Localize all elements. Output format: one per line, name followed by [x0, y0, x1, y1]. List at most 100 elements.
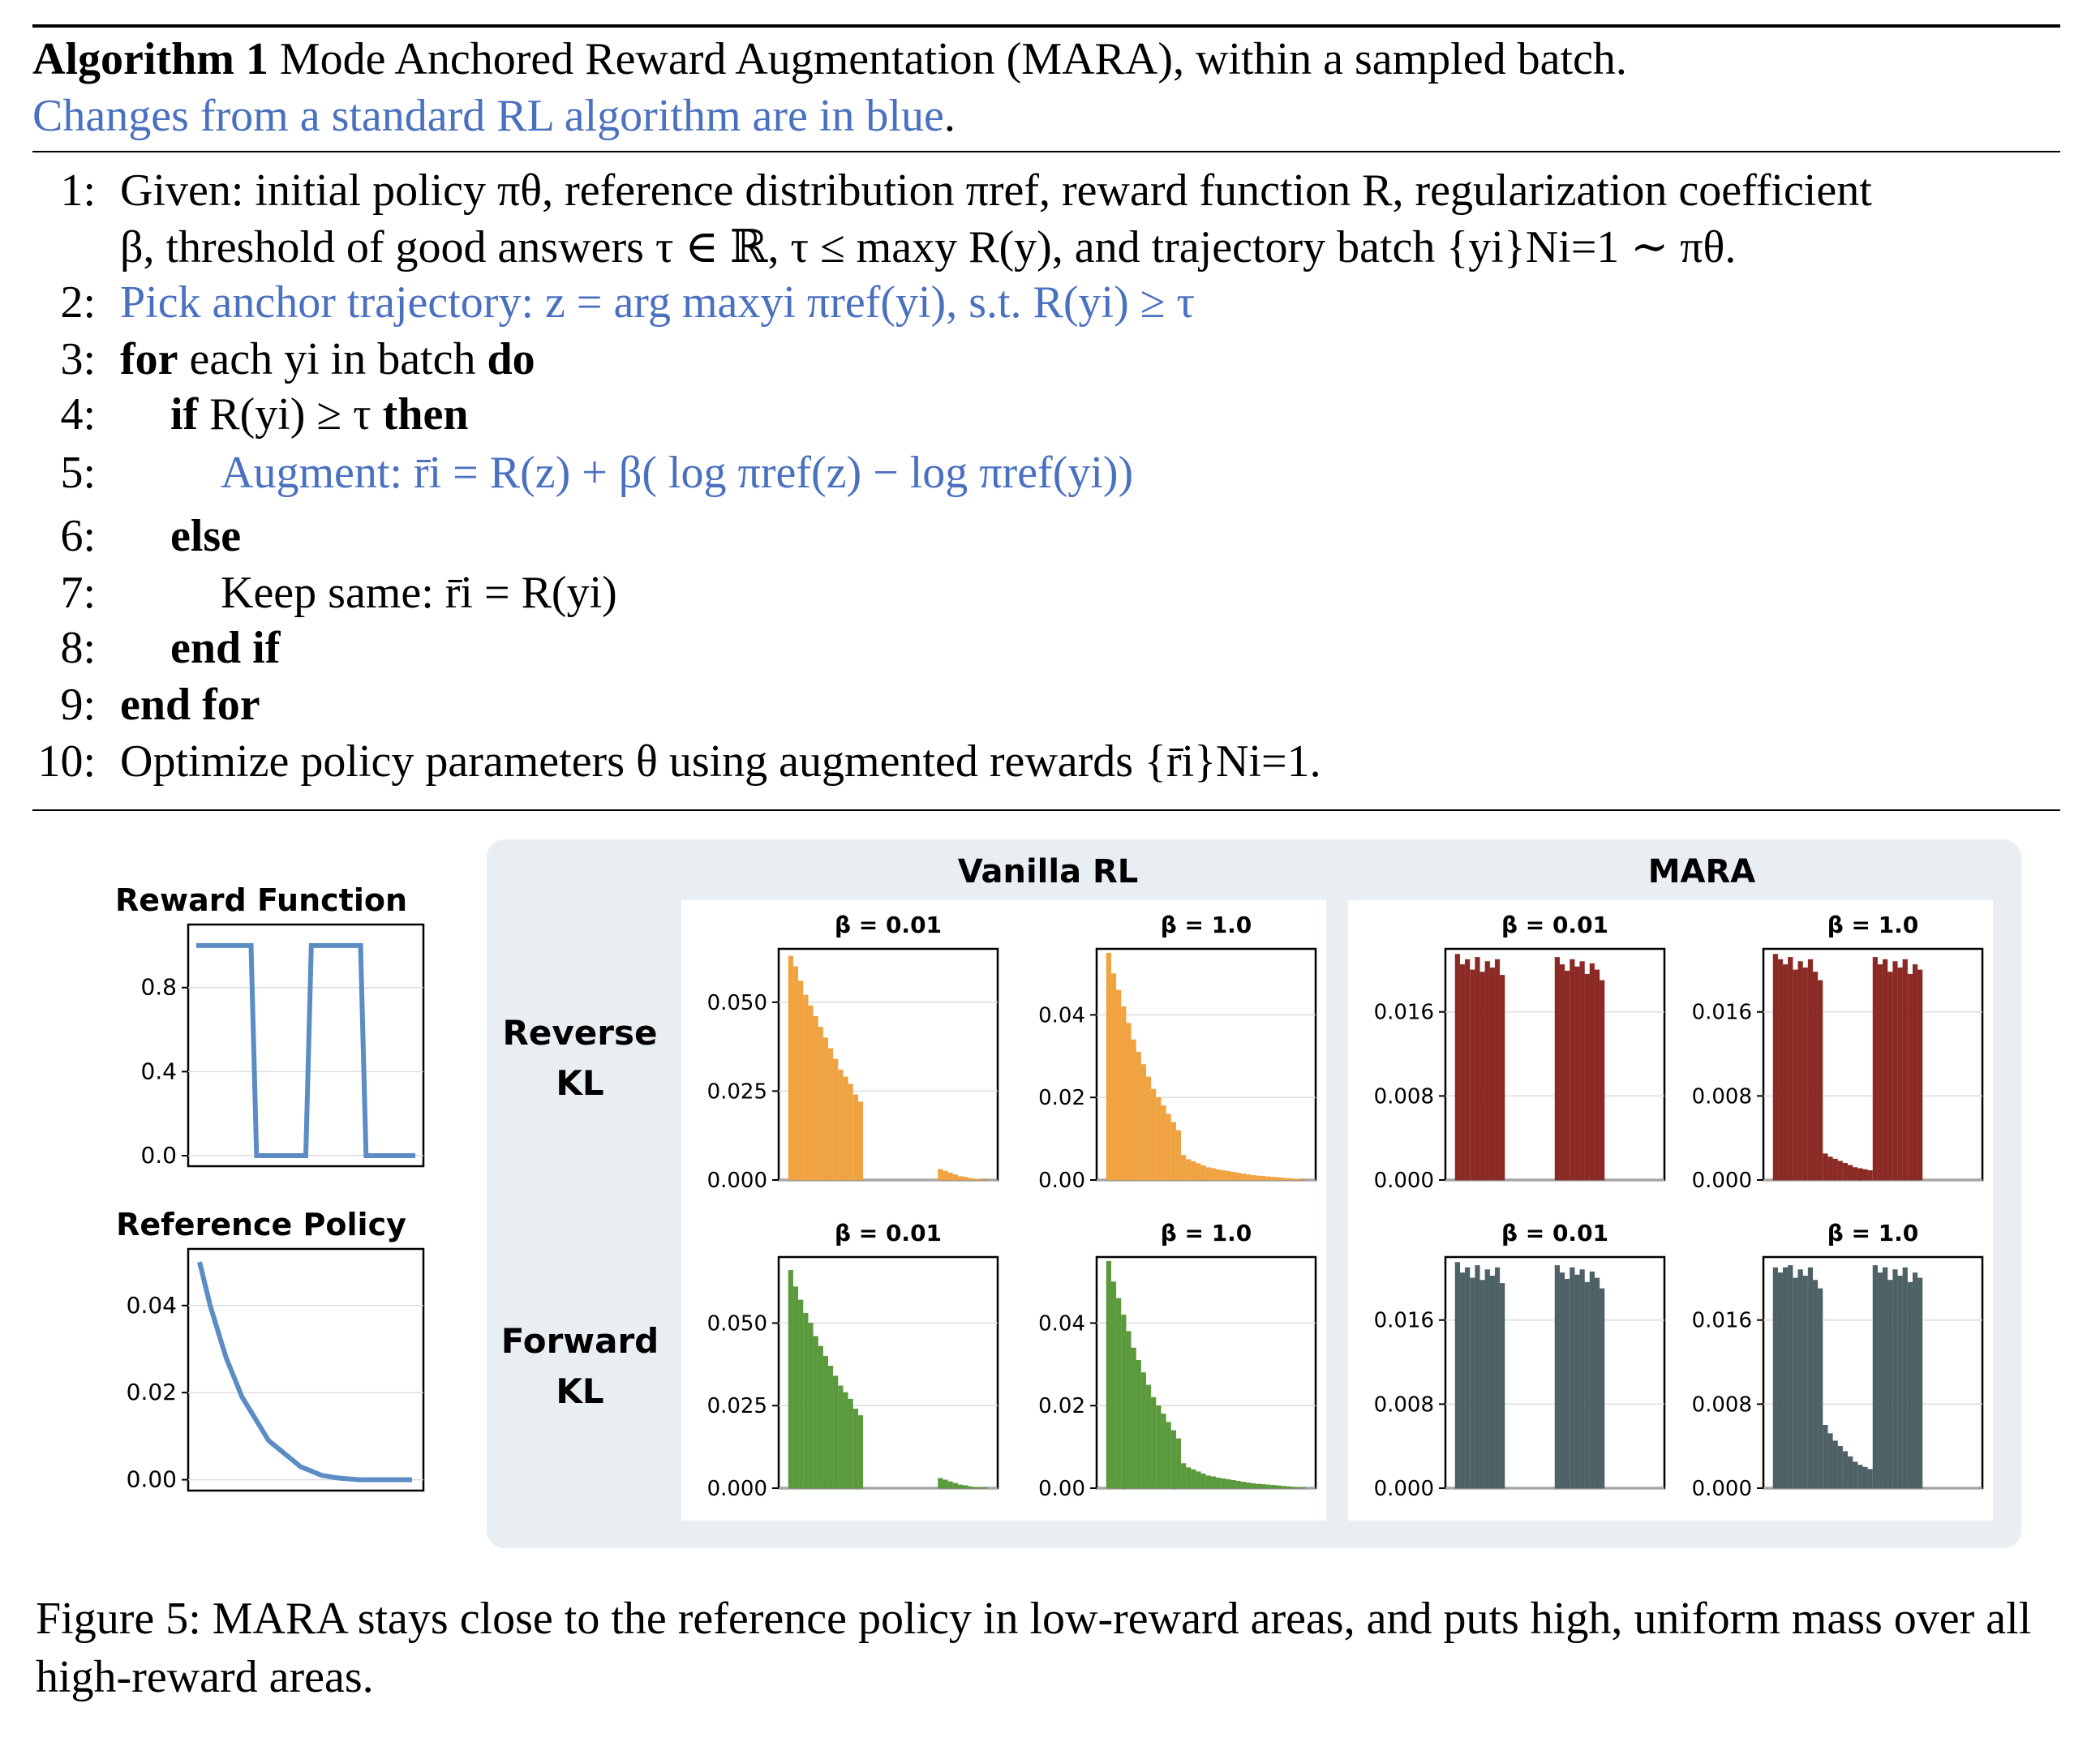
histogram-bar [1175, 1438, 1182, 1489]
y-tick-label: 0.000 [1692, 1477, 1752, 1501]
histogram-bar [808, 1323, 814, 1489]
histogram-bar [1559, 1272, 1565, 1489]
histogram-bar [1872, 957, 1878, 1181]
histogram-bar [943, 1479, 948, 1489]
histogram-bar [1887, 1280, 1893, 1489]
histogram-bar [1589, 963, 1595, 1181]
y-tick-label: 0.02 [1038, 1086, 1085, 1110]
y-tick-label: 0.04 [127, 1292, 177, 1319]
header-rule [32, 151, 2060, 152]
histogram-bar [1265, 1176, 1271, 1181]
line-text: else [170, 511, 242, 561]
histogram-bar [1170, 1430, 1176, 1489]
histogram-bar [963, 1485, 968, 1489]
histogram-bar [1140, 1064, 1146, 1181]
histogram-bar [1912, 964, 1918, 1181]
histogram-bar [1877, 964, 1883, 1181]
line-text: Augment: r̄i = R(z) + β( log πref(z) − l… [221, 448, 1134, 498]
y-tick-label: 0.016 [1692, 1309, 1752, 1333]
histogram-bar [1489, 968, 1495, 1181]
figure-5: Vanilla RL MARA Reverse KL Forward KL Re… [115, 839, 2021, 1548]
histogram-bar [1175, 1130, 1182, 1181]
histogram-bar [968, 1178, 973, 1181]
plot-frame [187, 1247, 425, 1492]
histogram-bar [1121, 1006, 1127, 1181]
histogram-bar [1300, 1179, 1306, 1181]
histogram-bar [1270, 1485, 1276, 1489]
y-tick-label: 0.000 [707, 1169, 767, 1193]
histogram-bar [1812, 1280, 1819, 1489]
histogram-bar [1788, 957, 1793, 1181]
histogram-bar [813, 1336, 818, 1489]
line-number: 2: [60, 277, 96, 328]
histogram-bar [1245, 1482, 1252, 1489]
histogram-bar [977, 1487, 983, 1489]
histogram-bar [1290, 1178, 1296, 1181]
y-tick-label: 0.00 [1038, 1169, 1085, 1193]
histogram-bar [1465, 959, 1471, 1181]
histogram-bar [1554, 1265, 1560, 1489]
histogram-bar [1783, 964, 1789, 1181]
histogram-bar [1565, 970, 1570, 1181]
histogram-bar [1121, 1315, 1127, 1489]
histogram-bar [1892, 1269, 1898, 1489]
y-tick-label: 0.025 [707, 1394, 767, 1418]
histogram-bar [848, 1083, 853, 1181]
histogram-bar [1837, 1445, 1843, 1489]
y-tick-label: 0.000 [1374, 1169, 1434, 1193]
line-number: 7: [60, 568, 96, 618]
histogram-bar [1186, 1159, 1192, 1181]
histogram-bar [1793, 1277, 1798, 1489]
subplot-title: β = 0.01 [1501, 1220, 1608, 1246]
reference-title: Reference Policy [116, 1207, 406, 1242]
histogram-bar [788, 955, 793, 1181]
histogram-bar [1191, 1161, 1196, 1181]
histogram-bar [1470, 1277, 1475, 1489]
histogram-bar [1579, 961, 1585, 1181]
histogram-bar [1275, 1485, 1282, 1489]
histogram-bar [952, 1174, 958, 1181]
reward-curve [196, 942, 415, 1158]
histogram-bar [1265, 1484, 1271, 1489]
histogram-bar [803, 1312, 809, 1489]
histogram-bar [1887, 972, 1893, 1181]
histogram-bar [1897, 1276, 1903, 1489]
histogram-bar [952, 1482, 958, 1489]
histogram-bar [1216, 1478, 1222, 1489]
y-tick-label: 0.016 [1374, 1309, 1434, 1333]
histogram-bar [1260, 1176, 1266, 1181]
histogram-bar [1170, 1122, 1176, 1181]
y-tick-label: 0.02 [1038, 1394, 1085, 1418]
histogram-bar [1151, 1397, 1157, 1489]
top-rule [32, 24, 2060, 28]
histogram-bar [1818, 1288, 1823, 1489]
line-number: 8: [60, 623, 96, 673]
histogram-bar [1862, 1169, 1868, 1181]
histogram-bar [822, 1355, 828, 1489]
histogram-bar [827, 1366, 834, 1489]
histogram-bar [1200, 1165, 1206, 1181]
line-text: Optimize policy parameters θ using augme… [120, 736, 1321, 787]
histogram-bar [1807, 1267, 1814, 1489]
histogram-bar [1136, 1051, 1141, 1181]
histogram-bar [1489, 1276, 1495, 1489]
y-tick-label: 0.000 [1374, 1477, 1434, 1501]
histogram-bar [1589, 1271, 1595, 1489]
histogram-bar [1106, 1260, 1111, 1489]
histogram-bar [1574, 966, 1580, 1181]
histogram-bar [1842, 1163, 1849, 1181]
histogram-bar [1848, 1456, 1853, 1489]
histogram-bar [1772, 1267, 1778, 1489]
histogram-bar [1216, 1169, 1222, 1181]
histogram-bar [1116, 1298, 1122, 1489]
histogram-bar [798, 1299, 804, 1489]
histogram-bar [1777, 959, 1784, 1181]
histogram-bar [1196, 1163, 1201, 1181]
histogram-bar [1251, 1483, 1256, 1489]
algorithm-header: Algorithm 1 Mode Anchored Reward Augment… [32, 31, 2060, 144]
histogram-bar [1584, 973, 1590, 1181]
histogram-bar [1181, 1155, 1187, 1181]
histogram-bar [973, 1178, 978, 1181]
y-tick-label: 0.016 [1692, 1001, 1752, 1025]
histogram-bar [1281, 1486, 1286, 1489]
